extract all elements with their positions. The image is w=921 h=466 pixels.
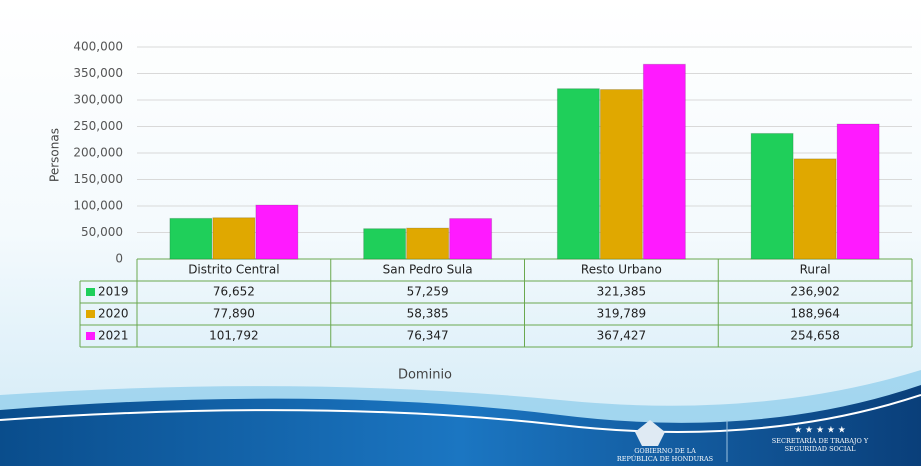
footer-text: GOBIERNO DE LA (634, 447, 696, 455)
legend-swatch (86, 288, 95, 296)
bar (643, 64, 685, 259)
y-tick-label: 350,000 (73, 66, 123, 80)
x-axis-label: Dominio (398, 368, 452, 383)
data-label: 367,427 (597, 329, 647, 343)
y-tick-label: 0 (115, 252, 123, 266)
x-tick-label: Resto Urbano (581, 263, 662, 277)
data-label: 57,259 (407, 285, 449, 299)
footer-text: REPÚBLICA DE HONDURAS (617, 454, 713, 463)
y-tick-label: 400,000 (73, 40, 123, 54)
y-tick-label: 300,000 (73, 93, 123, 107)
footer-text: SEGURIDAD SOCIAL (785, 445, 857, 453)
x-tick-label: Rural (800, 263, 831, 277)
y-tick-label: 50,000 (81, 225, 123, 239)
bar (407, 228, 449, 259)
bar (256, 205, 298, 259)
data-label: 319,789 (597, 307, 647, 321)
data-label: 236,902 (790, 285, 840, 299)
legend-label: 2019 (98, 285, 129, 299)
y-axis-label: Personas (48, 128, 62, 182)
bar (213, 218, 255, 259)
legend-label: 2020 (98, 307, 129, 321)
data-label: 77,890 (213, 307, 255, 321)
legend-swatch (86, 310, 95, 318)
legend-label: 2021 (98, 329, 129, 343)
legend-swatch (86, 332, 95, 340)
svg-text:★ ★ ★ ★ ★: ★ ★ ★ ★ ★ (794, 426, 846, 436)
bar (364, 229, 406, 259)
x-tick-label: San Pedro Sula (383, 263, 473, 277)
data-label: 188,964 (790, 307, 840, 321)
bar (170, 218, 212, 259)
y-tick-label: 200,000 (73, 146, 123, 160)
x-tick-label: Distrito Central (188, 263, 279, 277)
footer-text: SECRETARÍA DE TRABAJO Y (772, 436, 869, 445)
bar (751, 133, 793, 259)
data-label: 58,385 (407, 307, 449, 321)
bar (600, 90, 642, 259)
bar (794, 159, 836, 259)
chart: ★ ★ ★ ★ ★ GOBIERNO DE LA REPÚBLICA DE HO… (0, 0, 921, 466)
bar (557, 89, 599, 259)
data-label: 101,792 (209, 329, 259, 343)
data-label: 76,347 (407, 329, 449, 343)
data-label: 76,652 (213, 285, 255, 299)
bar (837, 124, 879, 259)
y-tick-label: 100,000 (73, 199, 123, 213)
y-tick-label: 150,000 (73, 172, 123, 186)
data-label: 254,658 (790, 329, 840, 343)
data-label: 321,385 (597, 285, 647, 299)
bar (450, 219, 492, 259)
y-tick-label: 250,000 (73, 119, 123, 133)
